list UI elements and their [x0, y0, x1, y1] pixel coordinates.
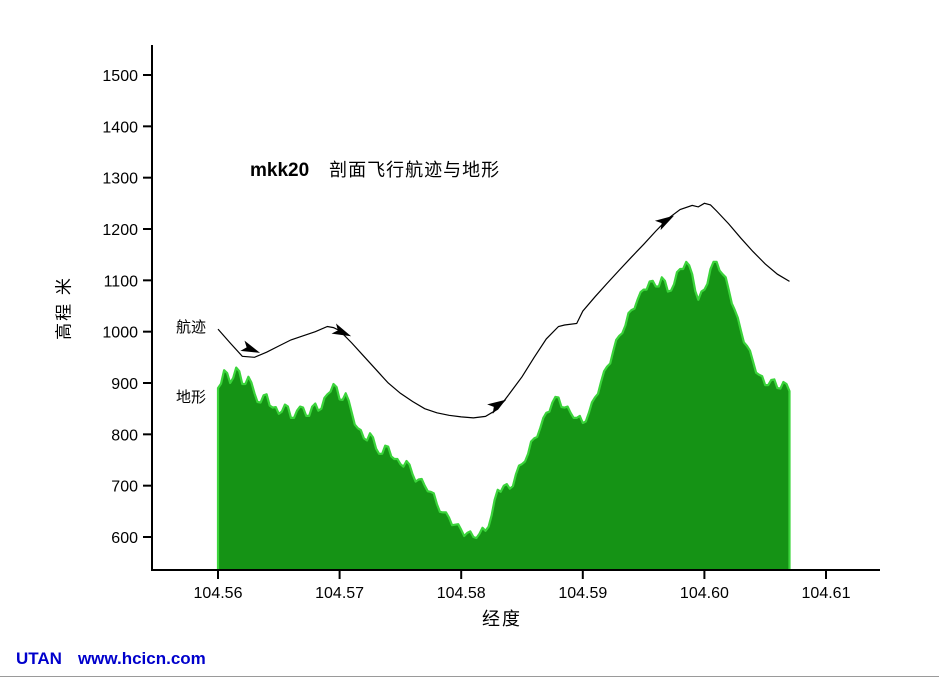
y-tick-label: 1000	[102, 325, 138, 342]
x-tick-label: 104.61	[802, 585, 851, 602]
y-tick-label: 700	[111, 479, 138, 496]
chart-title: mkk20 剖面飞行航迹与地形	[250, 156, 500, 182]
direction-arrow-icon	[240, 340, 261, 353]
chart-canvas: 600 700 800 900 1000 1100 1200 1300 1400 1500 104.…	[102, 45, 880, 602]
x-tick-label: 104.59	[558, 585, 607, 602]
x-axis-label: 经度	[482, 609, 522, 629]
y-tick-label: 1200	[102, 222, 138, 239]
y-tick-label: 1500	[102, 68, 138, 85]
y-tick-label: 1400	[102, 119, 138, 136]
footer-brand: UTAN	[16, 649, 62, 668]
y-tick-label: 900	[111, 376, 138, 393]
bottom-divider	[0, 676, 939, 677]
terrain-series-label: 地形	[176, 389, 207, 406]
direction-arrow-icon	[487, 399, 507, 414]
y-tick-label: 1300	[102, 171, 138, 188]
y-tick-label: 800	[111, 427, 138, 444]
chart-title-code: mkk20	[250, 160, 310, 181]
x-tick-label: 104.60	[680, 585, 729, 602]
trajectory-line	[217, 202, 790, 419]
terrain-area	[218, 261, 790, 569]
x-tick-label: 104.58	[437, 585, 486, 602]
y-axis-label: 高程 米	[54, 276, 74, 340]
footer-url: www.hcicn.com	[77, 649, 206, 668]
chart-title-text: 剖面飞行航迹与地形	[329, 160, 501, 180]
y-tick-label: 1100	[104, 273, 139, 290]
direction-arrow-icon	[331, 323, 352, 337]
trajectory-series-label: 航迹	[176, 319, 207, 336]
x-tick-label: 104.56	[194, 585, 243, 602]
axis-lines	[151, 45, 880, 571]
x-tick-label: 104.57	[315, 585, 364, 602]
terrain-edge	[216, 260, 791, 569]
footer-watermark: UTAN www.hcicn.com	[16, 649, 206, 669]
direction-arrow-icon	[654, 215, 675, 231]
y-tick-label: 600	[111, 530, 138, 547]
